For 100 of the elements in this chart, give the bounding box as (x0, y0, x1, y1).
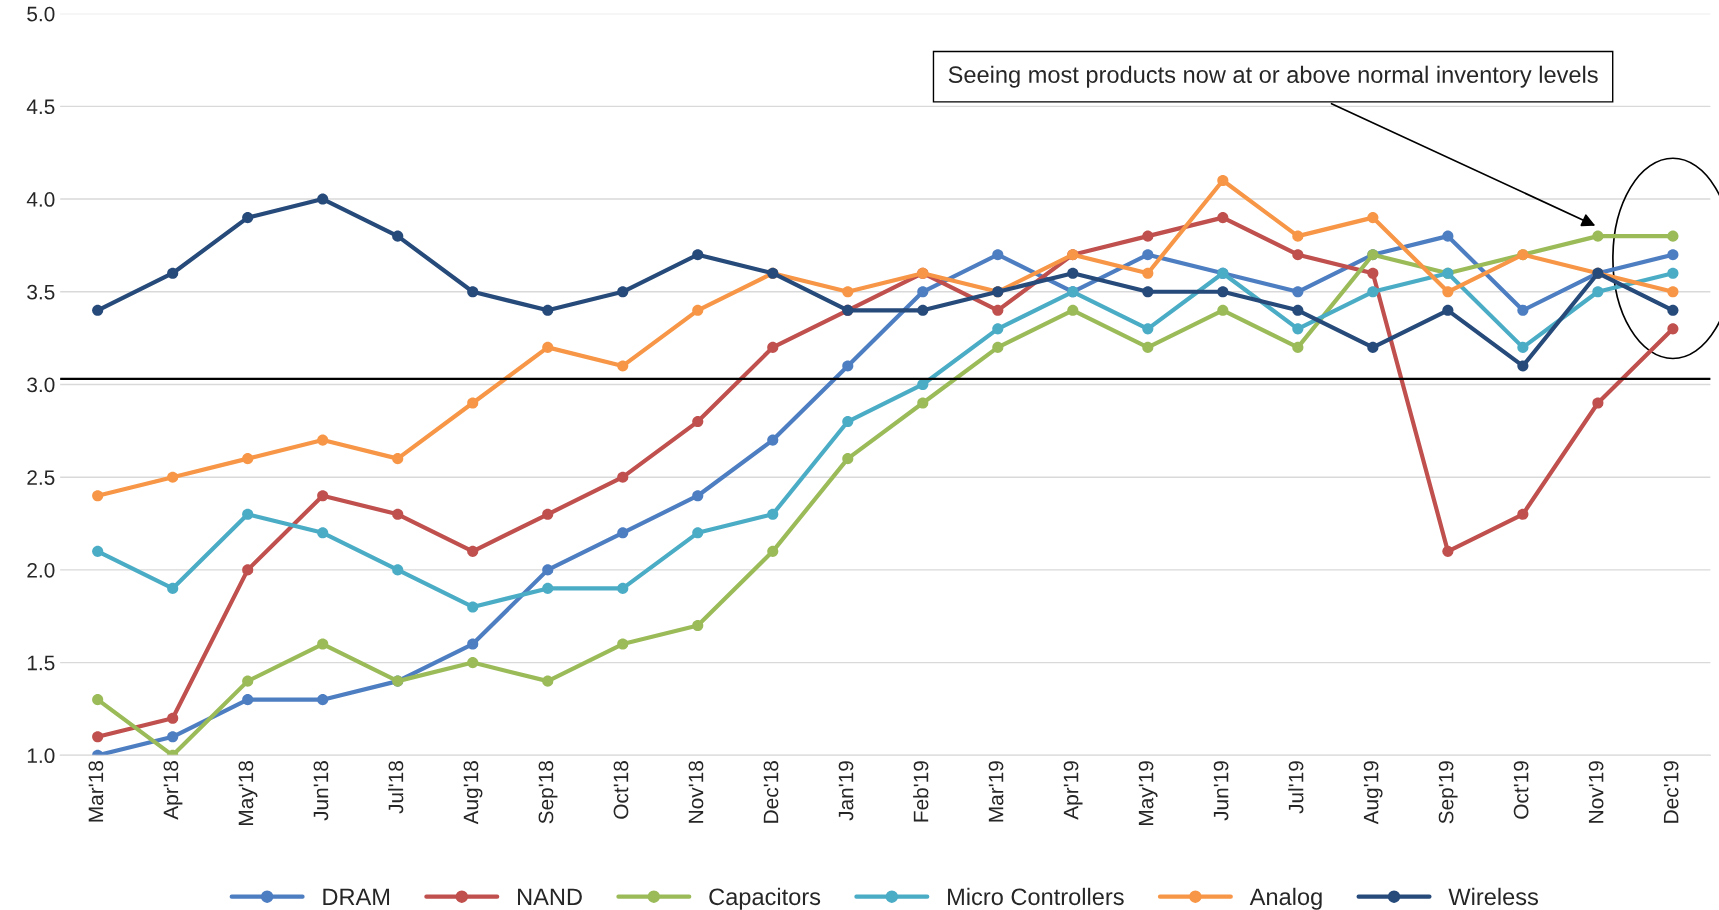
point (992, 323, 1004, 335)
point (542, 582, 554, 594)
point (1667, 323, 1679, 335)
point (1442, 545, 1454, 557)
point (242, 564, 254, 576)
x-tick-label: Oct'18 (613, 761, 629, 819)
x-tick-label: Nov'19 (1588, 761, 1604, 823)
point (467, 397, 479, 409)
point (467, 545, 479, 557)
point (1217, 174, 1229, 187)
x-tick-label: Mar'19 (988, 761, 1004, 822)
point (1442, 230, 1454, 242)
legend-label: Wireless (1448, 887, 1538, 906)
point (1292, 286, 1304, 298)
x-tick-label: May'19 (1138, 761, 1158, 825)
point (767, 545, 779, 557)
y-tick-label: 1.0 (27, 748, 55, 764)
point (1292, 304, 1304, 316)
y-tick-label: 2.0 (27, 562, 55, 578)
point (1667, 267, 1679, 279)
point (917, 286, 929, 298)
point (992, 304, 1004, 316)
x-tick-label: Jul'18 (388, 761, 404, 814)
legend-label: Micro Controllers (948, 887, 1124, 906)
point (1667, 304, 1679, 316)
point (1517, 304, 1529, 316)
x-tick-label: Dec'19 (1663, 761, 1679, 823)
point (467, 286, 479, 298)
point (542, 304, 554, 316)
x-tick-label: Jun'18 (313, 761, 329, 821)
x-tick-label: Apr'18 (163, 761, 183, 820)
x-tick-label: Jun'19 (1213, 761, 1229, 821)
point (1367, 267, 1379, 279)
x-tick-label: Nov'18 (688, 761, 704, 823)
point (842, 453, 854, 465)
point (767, 341, 779, 353)
point (1217, 304, 1229, 316)
point (617, 286, 629, 298)
x-tick-label: Jul'19 (1288, 761, 1304, 814)
x-tick-label: Aug'19 (1363, 761, 1383, 825)
point (392, 230, 404, 242)
point (1142, 323, 1154, 335)
point (542, 564, 554, 576)
point (1217, 286, 1229, 298)
point (467, 657, 479, 669)
point (317, 193, 329, 205)
x-tick-label: Sep'19 (1438, 761, 1458, 824)
point (1592, 397, 1604, 409)
point (692, 304, 704, 316)
point (167, 267, 179, 279)
point (692, 619, 704, 632)
point (92, 694, 104, 706)
annotation: Seeing most products now at or above normal inventory levels (948, 65, 1598, 88)
point (167, 582, 179, 594)
point (1367, 286, 1379, 298)
y-tick-label: 3.0 (27, 377, 55, 393)
y-tick-label: 5.0 (27, 6, 55, 22)
point (92, 304, 104, 316)
point (1517, 341, 1529, 353)
x-tick-label: Dec'18 (763, 761, 779, 823)
point (842, 286, 854, 298)
point (1292, 230, 1304, 242)
point (842, 416, 854, 428)
point (617, 471, 629, 483)
legend-label: NAND (518, 888, 582, 905)
point (242, 453, 254, 465)
x-tick-label: May'18 (238, 761, 258, 825)
point (992, 249, 1004, 261)
x-tick-label: Aug'18 (463, 761, 483, 825)
point (467, 638, 479, 650)
point (992, 341, 1004, 353)
y-tick-label: 1.5 (27, 655, 55, 671)
point (1142, 341, 1154, 353)
point (767, 508, 779, 520)
point (92, 731, 104, 743)
point (242, 675, 254, 687)
point (1367, 341, 1379, 353)
point (1592, 230, 1604, 242)
point (242, 694, 254, 706)
y-tick-label: 4.5 (26, 99, 55, 115)
point (542, 508, 554, 520)
point (692, 249, 704, 261)
point (1667, 249, 1679, 261)
legend-label: Analog (1249, 887, 1322, 910)
point (542, 675, 554, 687)
x-tick-label: Mar'18 (88, 761, 104, 822)
point (1292, 249, 1304, 261)
y-tick-label: 3.5 (27, 284, 55, 300)
x-tick-label: Oct'19 (1513, 761, 1529, 819)
legend-label: DRAM (323, 888, 390, 905)
x-tick-label: Sep'18 (538, 761, 558, 824)
point (1442, 304, 1454, 316)
point (1142, 230, 1154, 242)
point (1667, 230, 1679, 242)
legend-label: Capacitors (709, 887, 821, 910)
point (392, 453, 404, 465)
point (1367, 212, 1379, 224)
point (767, 434, 779, 446)
point (617, 360, 629, 372)
x-tick-label: Feb'19 (913, 761, 929, 822)
